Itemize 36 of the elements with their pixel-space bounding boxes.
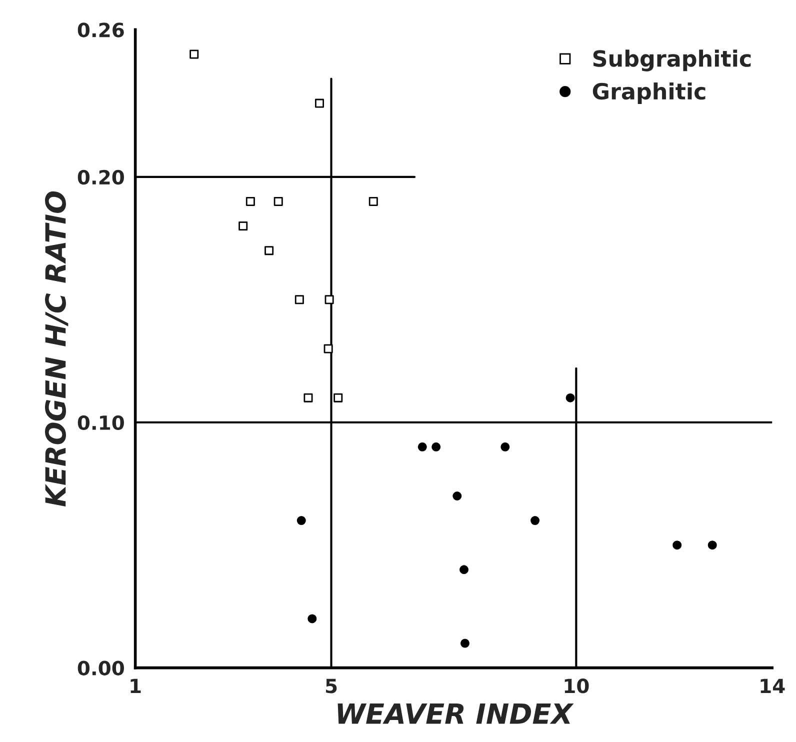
x-tick-label: 5 bbox=[326, 678, 337, 694]
y-tick-label: 0.10 bbox=[78, 415, 124, 430]
legend-label: Graphitic bbox=[592, 82, 706, 104]
point bbox=[500, 442, 510, 452]
point bbox=[334, 393, 343, 402]
point bbox=[264, 246, 274, 256]
point bbox=[308, 614, 317, 624]
point bbox=[304, 393, 313, 402]
point bbox=[460, 565, 469, 574]
point bbox=[324, 344, 333, 354]
point bbox=[566, 393, 575, 402]
x-tick-label: 1 bbox=[130, 678, 141, 693]
point bbox=[452, 492, 462, 500]
point bbox=[294, 295, 304, 304]
point bbox=[460, 638, 470, 648]
point bbox=[418, 442, 427, 452]
y-axis-title: KEROGEN H/C RATIO bbox=[44, 191, 68, 507]
point bbox=[530, 516, 540, 526]
legend-label: Subgraphitic bbox=[593, 50, 751, 72]
x-axis-title: WEAVER INDEX bbox=[338, 703, 574, 724]
y-tick-label: 0.20 bbox=[78, 170, 124, 185]
point bbox=[324, 295, 334, 304]
point bbox=[296, 516, 306, 526]
x-tick-label: 14 bbox=[760, 678, 785, 693]
point bbox=[708, 540, 717, 550]
y-tick-label: 0.26 bbox=[78, 22, 124, 38]
point bbox=[238, 222, 248, 231]
point bbox=[246, 196, 255, 206]
x-tick-label: 10 bbox=[564, 678, 589, 694]
point bbox=[315, 98, 324, 108]
point bbox=[432, 442, 441, 452]
point bbox=[274, 196, 283, 206]
point bbox=[190, 50, 199, 59]
point bbox=[368, 196, 378, 206]
y-tick-label: 0.00 bbox=[78, 660, 124, 676]
point bbox=[672, 540, 682, 550]
